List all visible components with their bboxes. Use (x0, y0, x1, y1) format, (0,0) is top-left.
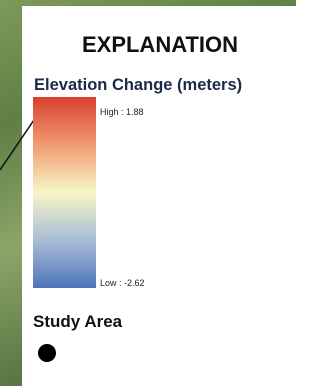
high-label: High : 1.88 (100, 107, 144, 117)
study-area-symbol (38, 344, 56, 362)
point-title: Study Area (33, 312, 123, 331)
low-label: Low : -2.62 (100, 278, 145, 288)
map-legend-view: EXPLANATION Elevation Change (meters) Hi… (0, 0, 296, 386)
color-ramp (33, 97, 96, 288)
raster-title: Elevation Change (meters) (34, 76, 242, 94)
legend-title: EXPLANATION (82, 32, 238, 57)
